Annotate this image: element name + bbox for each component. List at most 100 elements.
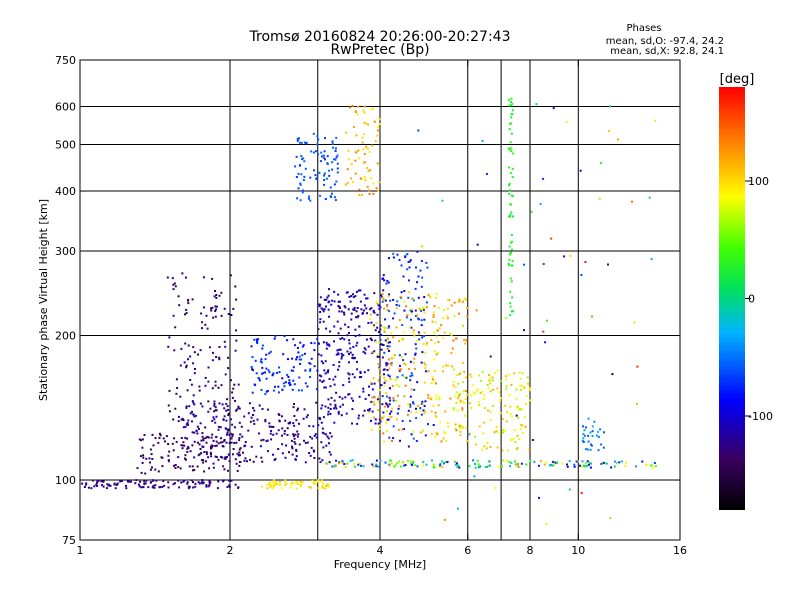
data-point xyxy=(508,394,511,397)
data-point xyxy=(389,378,392,380)
data-point xyxy=(214,455,217,458)
data-point xyxy=(335,353,338,356)
data-point xyxy=(220,314,223,317)
data-point xyxy=(377,363,380,366)
data-point xyxy=(174,464,177,466)
data-point xyxy=(356,422,359,425)
data-point xyxy=(187,423,189,426)
data-point xyxy=(341,355,343,358)
data-point xyxy=(426,301,428,304)
data-point xyxy=(243,415,246,418)
data-point xyxy=(461,300,464,303)
data-point xyxy=(581,465,584,468)
data-point xyxy=(140,486,143,489)
data-point xyxy=(509,290,512,293)
data-point xyxy=(298,137,300,140)
data-point xyxy=(324,487,327,490)
data-point xyxy=(226,431,229,434)
data-point xyxy=(368,151,371,153)
data-point xyxy=(390,459,392,462)
data-point xyxy=(168,336,171,339)
data-point xyxy=(389,399,392,402)
data-point xyxy=(241,435,244,438)
data-point xyxy=(149,461,151,464)
data-point xyxy=(655,465,657,468)
data-point xyxy=(359,370,362,373)
data-point xyxy=(500,397,503,400)
data-point xyxy=(377,422,380,425)
data-point xyxy=(293,441,296,443)
data-point xyxy=(376,302,379,305)
data-point xyxy=(350,318,353,321)
data-point xyxy=(231,391,234,394)
data-point xyxy=(177,295,180,298)
data-point xyxy=(392,298,395,301)
data-point xyxy=(288,451,290,454)
data-point xyxy=(187,358,189,361)
data-point xyxy=(339,348,342,351)
data-point xyxy=(392,256,395,259)
data-point xyxy=(281,389,284,391)
data-point xyxy=(318,417,321,420)
data-point xyxy=(415,440,418,442)
data-point xyxy=(353,357,356,359)
data-point xyxy=(600,162,603,165)
data-point xyxy=(453,301,456,304)
data-point xyxy=(442,365,445,368)
data-point xyxy=(344,466,347,469)
data-point xyxy=(323,386,326,389)
data-point xyxy=(225,409,228,412)
data-point xyxy=(304,461,307,464)
data-point xyxy=(260,439,263,442)
data-point xyxy=(227,469,229,472)
data-point xyxy=(186,389,189,392)
data-point xyxy=(346,350,349,353)
data-point xyxy=(355,134,358,137)
data-point xyxy=(420,403,423,405)
data-point xyxy=(385,362,388,365)
data-point xyxy=(327,294,330,297)
data-point xyxy=(386,345,389,348)
data-point xyxy=(337,304,340,307)
data-point xyxy=(301,354,304,357)
data-point xyxy=(508,258,511,261)
data-point xyxy=(230,441,233,444)
data-point xyxy=(373,311,376,314)
data-point xyxy=(412,460,415,463)
data-point xyxy=(386,410,389,413)
data-point xyxy=(230,437,233,440)
data-point xyxy=(509,213,512,216)
data-point xyxy=(274,482,277,485)
data-point xyxy=(198,427,200,430)
data-point xyxy=(305,142,307,145)
data-point xyxy=(340,352,343,355)
data-point xyxy=(192,486,195,489)
data-point xyxy=(361,136,364,139)
data-point xyxy=(402,359,405,361)
data-point xyxy=(268,422,271,425)
data-point xyxy=(212,439,215,442)
data-point xyxy=(251,391,254,394)
data-point xyxy=(587,440,590,443)
data-point xyxy=(85,482,88,485)
data-point xyxy=(218,356,221,359)
data-point xyxy=(363,175,366,178)
data-point xyxy=(430,338,433,341)
data-point xyxy=(608,105,611,108)
data-point xyxy=(211,306,214,309)
data-point xyxy=(469,373,472,376)
data-point xyxy=(625,461,628,464)
data-point xyxy=(432,404,435,407)
data-point xyxy=(113,482,116,485)
data-point xyxy=(464,398,467,400)
data-point xyxy=(379,328,382,331)
data-point xyxy=(182,426,185,429)
data-point xyxy=(193,372,196,375)
data-point xyxy=(535,103,538,106)
data-point xyxy=(373,325,375,328)
data-point xyxy=(379,459,382,462)
data-point xyxy=(376,355,379,358)
data-point xyxy=(322,320,325,323)
data-point xyxy=(269,485,272,488)
data-point xyxy=(329,403,332,406)
